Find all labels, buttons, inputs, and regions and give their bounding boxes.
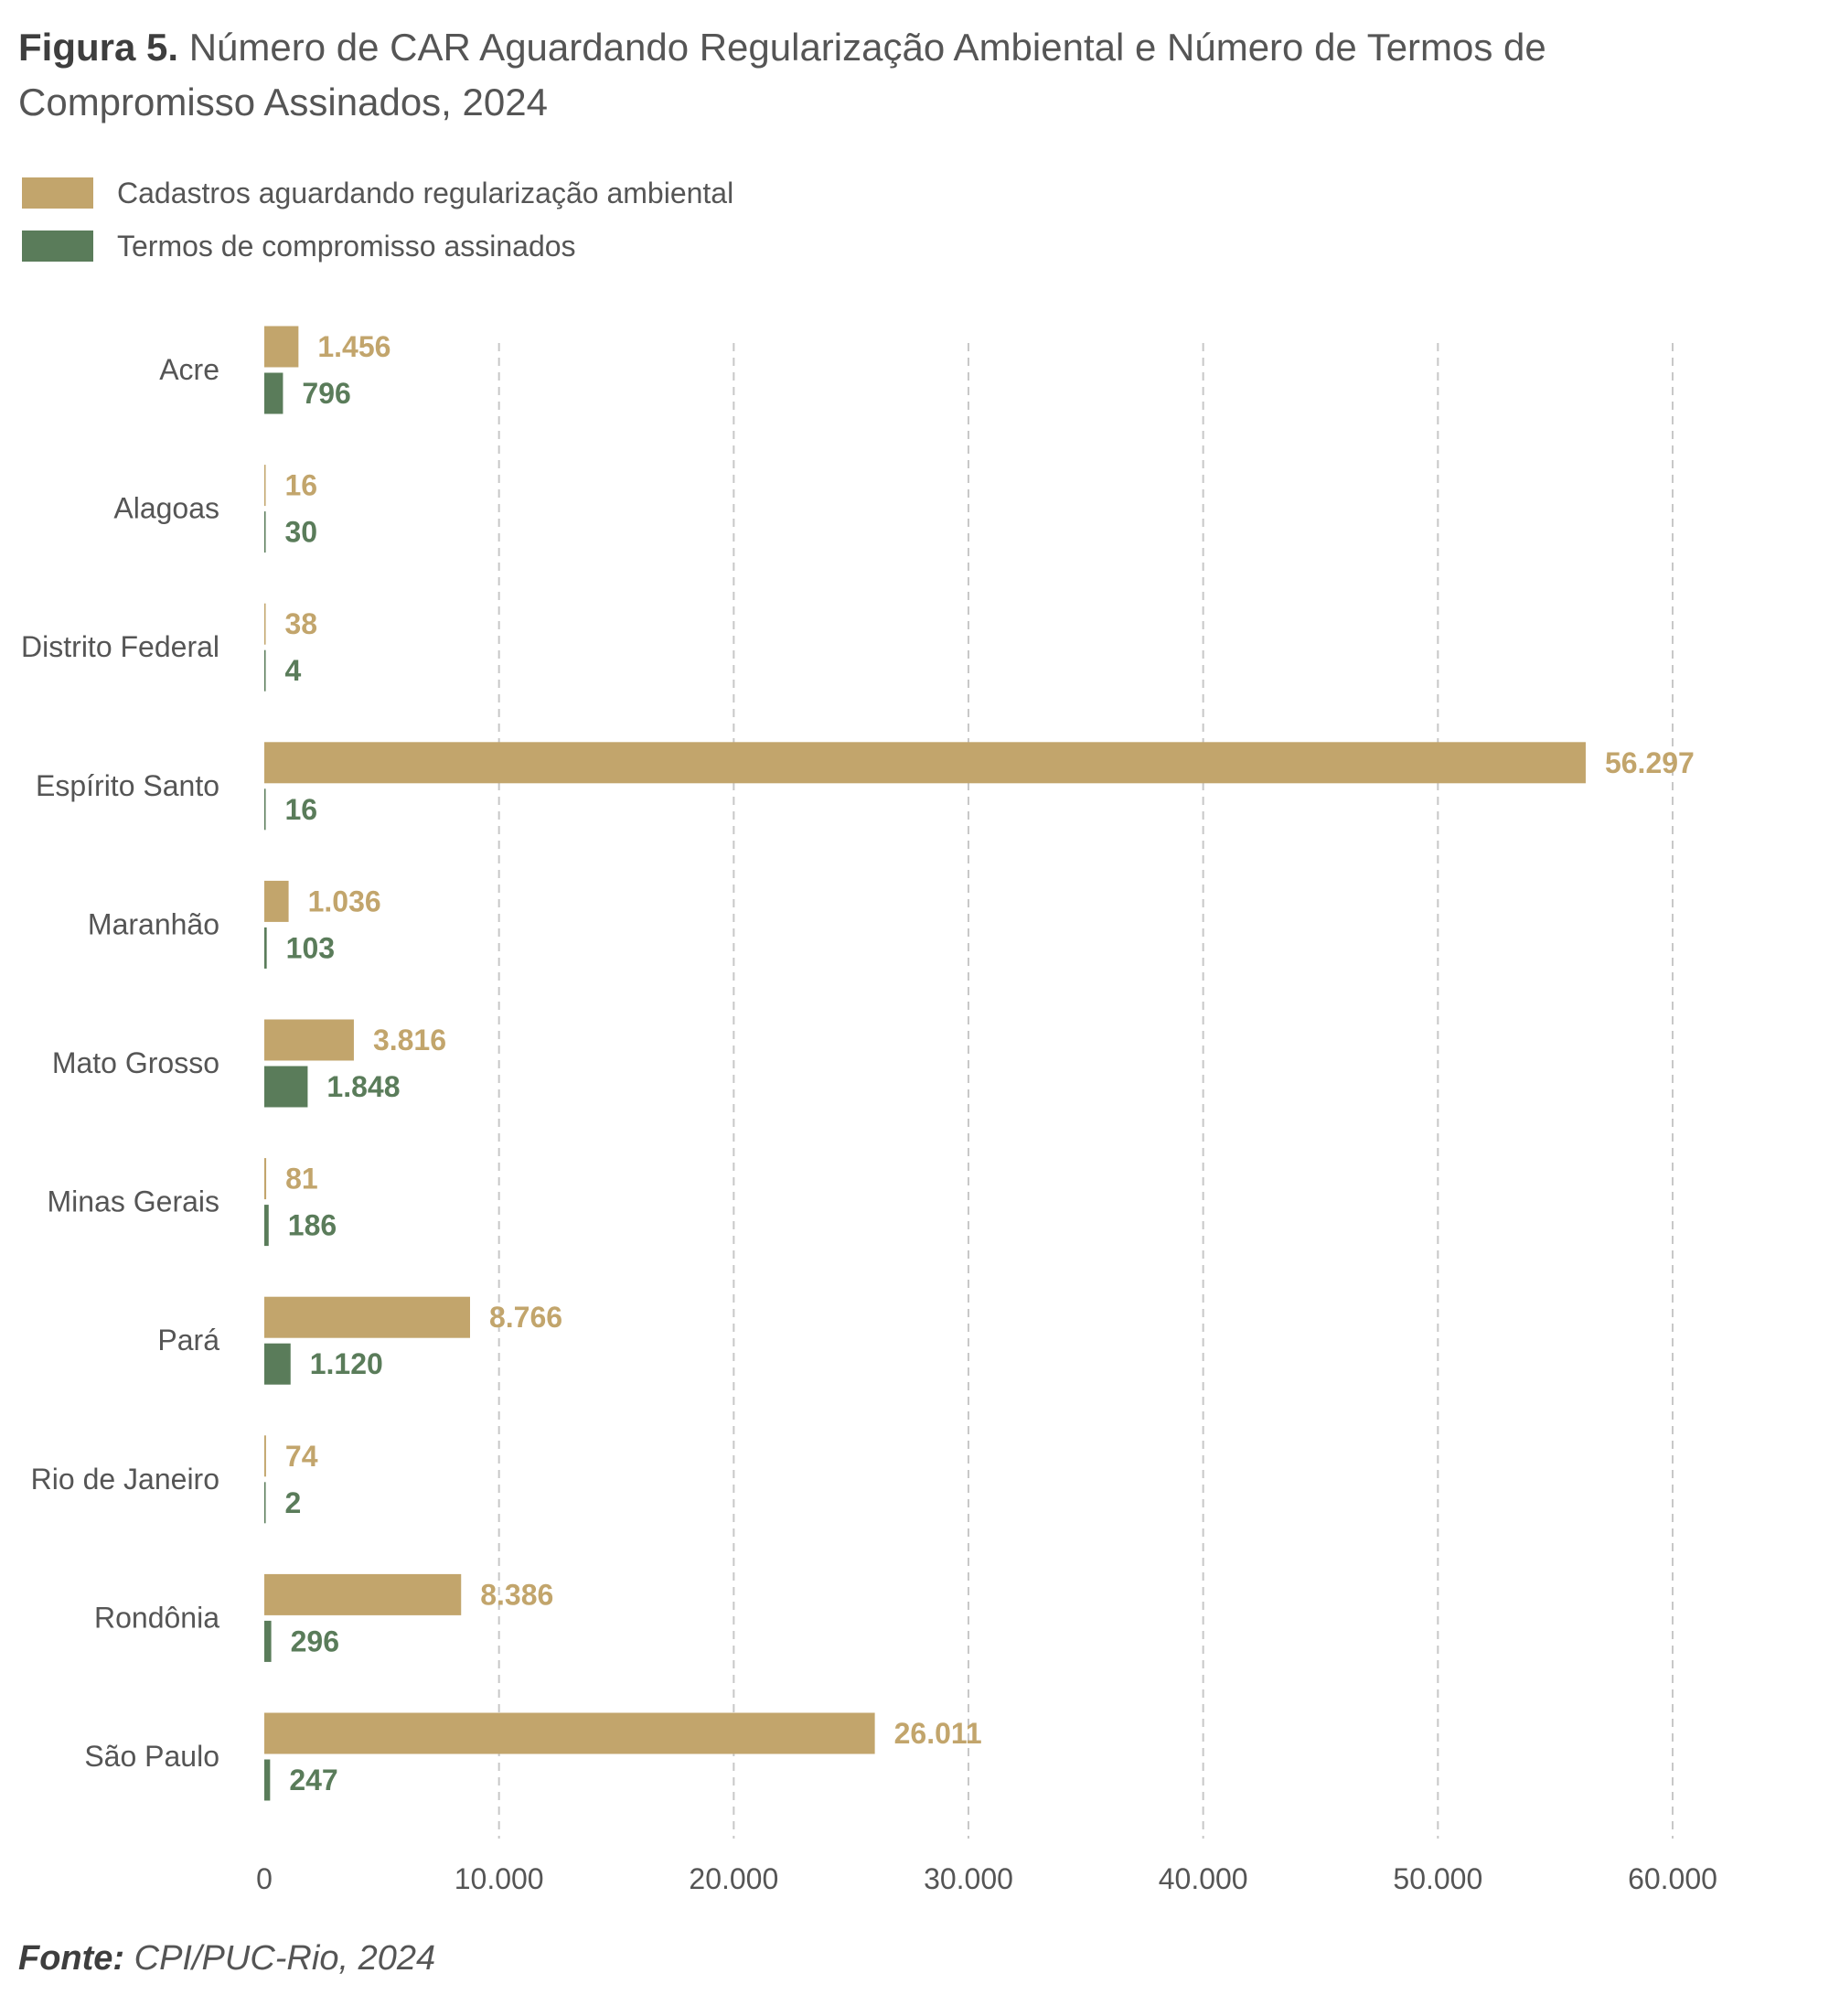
x-tick-label: 0 xyxy=(256,1862,273,1895)
bar xyxy=(264,1482,266,1524)
x-tick-label: 50.000 xyxy=(1393,1862,1482,1895)
data-label: 16 xyxy=(285,793,318,826)
data-label: 186 xyxy=(288,1209,337,1242)
chart-title: Figura 5. Número de CAR Aguardando Regul… xyxy=(18,20,1756,130)
legend-swatch-cadastros xyxy=(22,177,93,209)
data-label: 3.816 xyxy=(373,1024,446,1056)
data-label: 8.766 xyxy=(489,1301,562,1334)
figure-label: Figura 5. xyxy=(18,26,179,69)
data-label: 56.297 xyxy=(1605,746,1695,779)
legend-label-termos: Termos de compromisso assinados xyxy=(117,230,576,263)
data-label: 247 xyxy=(289,1764,337,1796)
data-label: 1.848 xyxy=(326,1070,400,1103)
data-label: 2 xyxy=(285,1486,302,1519)
x-tick-label: 20.000 xyxy=(689,1862,778,1895)
bar xyxy=(264,1712,875,1754)
data-label: 796 xyxy=(302,377,350,410)
bar xyxy=(264,511,266,553)
source-note: Fonte: CPI/PUC-Rio, 2024 xyxy=(18,1939,435,1978)
legend-label-cadastros: Cadastros aguardando regularização ambie… xyxy=(117,177,734,209)
bar xyxy=(264,1296,470,1338)
bar xyxy=(264,649,266,692)
data-label: 26.011 xyxy=(894,1717,982,1750)
x-tick-label: 60.000 xyxy=(1628,1862,1717,1895)
data-label: 1.036 xyxy=(308,885,381,917)
source-text: CPI/PUC-Rio, 2024 xyxy=(134,1939,436,1978)
data-label: 38 xyxy=(285,607,318,640)
data-label: 4 xyxy=(285,654,302,687)
category-label: Alagoas xyxy=(113,492,219,525)
bar xyxy=(264,465,266,507)
category-label: Maranhão xyxy=(88,907,219,940)
category-label: Acre xyxy=(159,353,219,386)
data-label: 296 xyxy=(291,1625,339,1657)
data-label: 103 xyxy=(286,931,335,964)
x-tick-label: 40.000 xyxy=(1159,1862,1248,1895)
category-label: Pará xyxy=(157,1324,219,1357)
data-label: 1.120 xyxy=(310,1347,383,1380)
data-label: 74 xyxy=(285,1440,318,1473)
category-label: Rio de Janeiro xyxy=(31,1463,219,1496)
bar xyxy=(264,1343,291,1385)
data-label: 1.456 xyxy=(317,330,390,363)
category-label: Rondônia xyxy=(94,1601,219,1634)
category-label: Minas Gerais xyxy=(48,1185,220,1218)
source-label: Fonte: xyxy=(18,1939,125,1978)
bar xyxy=(264,1435,266,1477)
data-label: 16 xyxy=(285,469,318,502)
category-label: Espírito Santo xyxy=(36,769,219,802)
bar xyxy=(264,1620,272,1662)
bar xyxy=(264,1066,308,1108)
bar xyxy=(264,742,1586,784)
bar xyxy=(264,1573,462,1615)
bar xyxy=(264,1759,271,1801)
bar xyxy=(264,603,266,645)
category-label: São Paulo xyxy=(84,1740,219,1773)
data-label: 8.386 xyxy=(480,1578,553,1611)
legend-swatch-termos xyxy=(22,231,93,262)
x-tick-label: 10.000 xyxy=(455,1862,544,1895)
x-tick-label: 30.000 xyxy=(924,1862,1013,1895)
bar xyxy=(264,788,266,831)
bar xyxy=(264,1019,354,1061)
category-label: Distrito Federal xyxy=(21,630,219,663)
bar xyxy=(264,1205,269,1247)
bar xyxy=(264,927,267,969)
bar xyxy=(264,1158,267,1200)
bar xyxy=(264,372,283,414)
data-label: 81 xyxy=(285,1163,318,1196)
bar xyxy=(264,326,299,368)
data-label: 30 xyxy=(285,516,318,549)
bar-chart: 0 10.000 20.000 30.000 40.000 50.000 60.000 Acr… xyxy=(21,326,1717,1895)
category-label: Mato Grosso xyxy=(52,1046,219,1079)
bar xyxy=(264,880,289,922)
title-text: Número de CAR Aguardando Regularização A… xyxy=(18,26,1546,123)
